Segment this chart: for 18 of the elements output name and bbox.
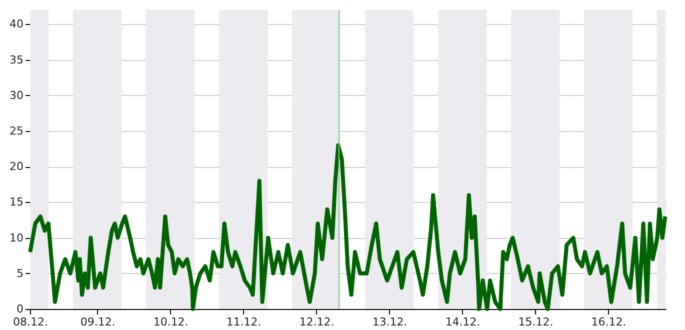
y-tick-label: 0 xyxy=(16,302,24,316)
y-tick-label: 40 xyxy=(10,18,24,31)
x-tick-label: 09.12. xyxy=(80,316,116,328)
x-tick-label: 16.12. xyxy=(591,316,626,328)
x-tick-label: 12.12. xyxy=(299,316,334,328)
x-tick-label: 13.12. xyxy=(372,316,408,328)
x-tick-label: 11.12. xyxy=(226,316,262,328)
x-tick-label: 14.12. xyxy=(445,316,480,328)
y-tick-label: 25 xyxy=(10,124,24,138)
x-tick-label: 08.12. xyxy=(13,316,48,328)
y-tick-label: 15 xyxy=(10,196,24,209)
y-tick-label: 5 xyxy=(16,266,24,280)
y-tick-label: 35 xyxy=(10,53,24,66)
y-tick-label: 10 xyxy=(10,231,24,244)
y-tick-label: 20 xyxy=(10,160,24,174)
y-tick-label: 30 xyxy=(10,88,24,102)
x-tick-label: 10.12. xyxy=(153,316,188,328)
x-tick-label: 15.12. xyxy=(518,316,554,328)
